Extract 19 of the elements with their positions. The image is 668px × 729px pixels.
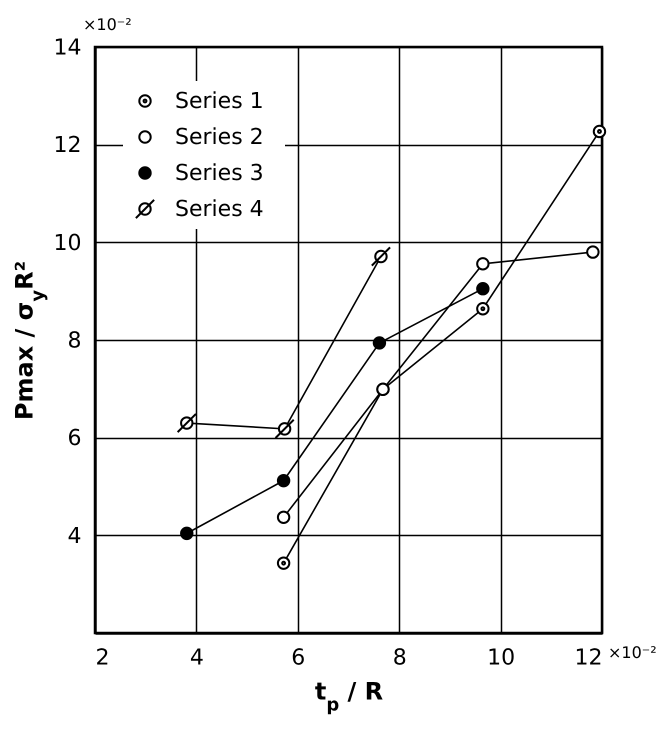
legend-label: Series 3 [175, 161, 264, 186]
y-tick-label: 4 [68, 524, 82, 549]
x-tick-label: 12 [574, 646, 602, 670]
y-tick-label: 6 [68, 426, 82, 452]
legend-label: Series 4 [175, 197, 264, 222]
legend-label: Series 1 [175, 89, 264, 114]
text: ×10⁻² [608, 643, 657, 662]
x-tick-label: 6 [291, 646, 306, 670]
y-tick-label: 10 [54, 230, 82, 256]
y-tick-label: 8 [68, 328, 82, 354]
x-tick-label: 2 [96, 646, 110, 670]
legend-label: Series 2 [175, 125, 264, 150]
x-tick-label: 8 [392, 646, 407, 670]
x-tick-label: 4 [190, 646, 204, 670]
y-tick-label: 14 [54, 36, 82, 60]
x-tick-label: 10 [487, 646, 516, 670]
y-tick-label: 12 [54, 133, 82, 158]
x-axis-title: t$_{p}$ / R [314, 678, 384, 715]
text: ×10⁻² [83, 15, 132, 34]
